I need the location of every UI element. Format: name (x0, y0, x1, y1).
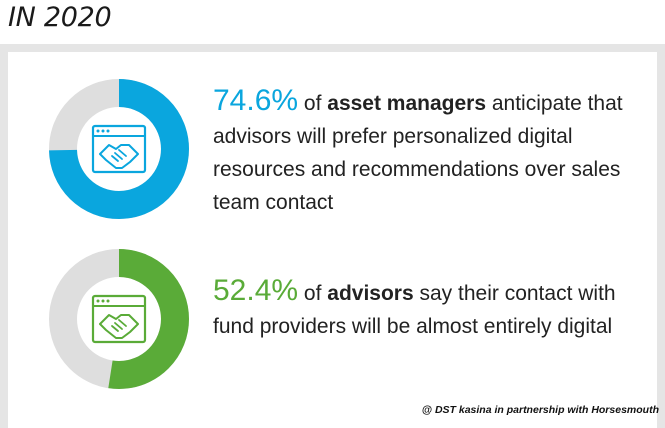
stat-1-pre: of (298, 92, 328, 115)
donut-chart-advisors (49, 249, 189, 389)
page-title: IN 2020 (8, 2, 112, 33)
stat-2: 52.4% of advisors say their contact with… (213, 274, 633, 343)
stat-1-percent: 74.6% (213, 84, 299, 117)
stat-1-text: anticipate that advisors will prefer per… (213, 92, 623, 214)
stat-2-pre: of (298, 282, 328, 305)
stat-2-subject: advisors (327, 282, 414, 305)
donut-slice-value (49, 79, 189, 219)
stat-1: 74.6% of asset managers anticipate that … (213, 84, 633, 219)
infographic-card: 74.6% of asset managers anticipate that … (8, 52, 657, 428)
browser-handshake-icon (91, 124, 147, 174)
header: IN 2020 (0, 0, 665, 44)
donut-slice-value (49, 249, 189, 389)
source-credit: @ DST kasina in partnership with Horsesm… (421, 404, 659, 416)
donut-chart-asset-managers (49, 79, 189, 219)
stat-1-subject: asset managers (327, 92, 487, 115)
stat-2-percent: 52.4% (213, 274, 299, 307)
browser-handshake-icon (91, 294, 147, 344)
stat-2-text: say their contact with fund providers wi… (213, 282, 616, 338)
